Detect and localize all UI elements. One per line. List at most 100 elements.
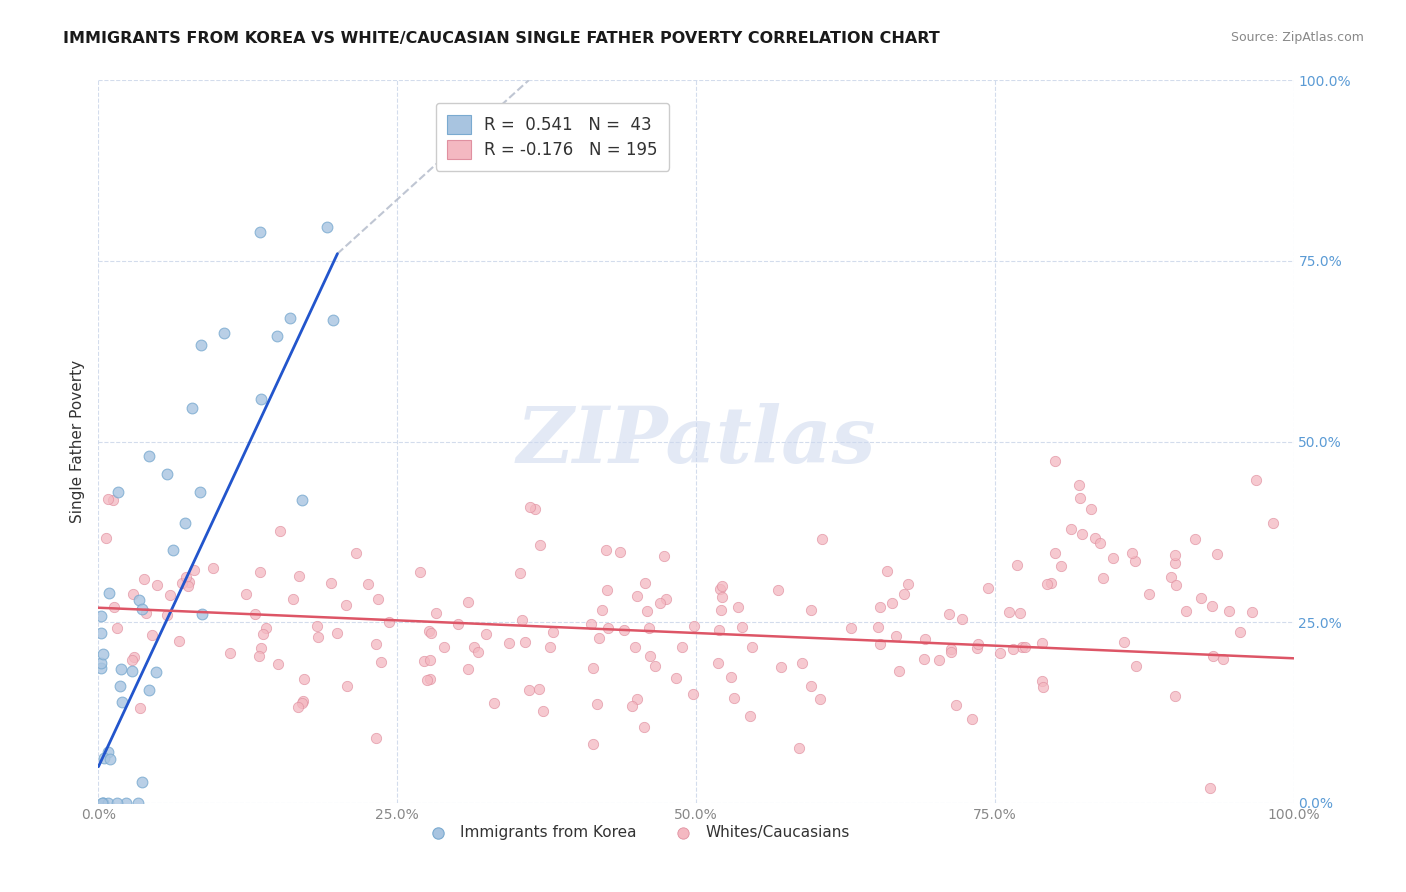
Point bbox=[121, 664, 143, 678]
Point bbox=[1123, 554, 1146, 568]
Point bbox=[1212, 651, 1234, 665]
Point bbox=[510, 613, 533, 627]
Point bbox=[1189, 591, 1212, 606]
Point bbox=[101, 493, 124, 508]
Point bbox=[146, 578, 169, 592]
Point bbox=[367, 592, 389, 607]
Point bbox=[91, 796, 114, 810]
Point bbox=[869, 599, 891, 614]
Point bbox=[138, 682, 160, 697]
Point bbox=[671, 640, 693, 654]
Point bbox=[245, 607, 267, 621]
Point bbox=[613, 624, 636, 638]
Point bbox=[1084, 531, 1107, 545]
Point bbox=[945, 698, 967, 713]
Point bbox=[103, 600, 125, 615]
Point bbox=[868, 620, 890, 634]
Point bbox=[720, 670, 742, 684]
Point bbox=[135, 606, 157, 620]
Point bbox=[880, 596, 903, 610]
Point bbox=[121, 587, 143, 601]
Text: IMMIGRANTS FROM KOREA VS WHITE/CAUCASIAN SINGLE FATHER POVERTY CORRELATION CHART: IMMIGRANTS FROM KOREA VS WHITE/CAUCASIAN… bbox=[63, 31, 941, 46]
Point bbox=[1060, 522, 1083, 536]
Point bbox=[97, 586, 120, 600]
Point bbox=[1163, 689, 1185, 703]
Point bbox=[1045, 454, 1067, 468]
Point bbox=[519, 500, 541, 515]
Point bbox=[633, 720, 655, 734]
Point bbox=[727, 599, 749, 614]
Point bbox=[138, 449, 160, 463]
Point bbox=[266, 328, 288, 343]
Point bbox=[319, 575, 342, 590]
Point bbox=[127, 796, 149, 810]
Point bbox=[162, 543, 184, 558]
Point bbox=[960, 712, 983, 726]
Point bbox=[179, 575, 201, 590]
Point bbox=[1112, 634, 1135, 648]
Point bbox=[1045, 546, 1067, 560]
Point bbox=[419, 653, 441, 667]
Point bbox=[90, 661, 112, 675]
Point bbox=[1166, 578, 1188, 592]
Point bbox=[249, 566, 271, 580]
Point bbox=[1031, 673, 1053, 688]
Point bbox=[105, 621, 128, 635]
Point bbox=[941, 642, 963, 657]
Point bbox=[541, 624, 564, 639]
Point bbox=[912, 652, 935, 666]
Point bbox=[419, 673, 441, 687]
Point bbox=[595, 543, 617, 558]
Point bbox=[181, 401, 204, 415]
Point bbox=[740, 640, 762, 655]
Point bbox=[1229, 624, 1251, 639]
Point bbox=[212, 326, 235, 341]
Point bbox=[128, 592, 150, 607]
Point bbox=[650, 596, 672, 610]
Point bbox=[1014, 640, 1036, 655]
Point bbox=[811, 532, 834, 546]
Point bbox=[97, 492, 120, 507]
Point bbox=[808, 691, 831, 706]
Point bbox=[770, 660, 793, 674]
Point bbox=[1121, 546, 1143, 560]
Point bbox=[90, 625, 112, 640]
Point bbox=[1092, 571, 1115, 585]
Point bbox=[579, 617, 602, 632]
Point bbox=[839, 622, 862, 636]
Point bbox=[634, 575, 657, 590]
Point bbox=[305, 619, 328, 633]
Point bbox=[988, 646, 1011, 660]
Point bbox=[254, 621, 277, 635]
Point bbox=[582, 737, 605, 751]
Point bbox=[413, 654, 436, 668]
Point bbox=[654, 549, 676, 564]
Point bbox=[121, 653, 143, 667]
Point bbox=[335, 598, 357, 612]
Point bbox=[1261, 516, 1284, 531]
Point bbox=[174, 570, 197, 584]
Point bbox=[278, 310, 301, 325]
Point bbox=[326, 626, 349, 640]
Point bbox=[432, 640, 454, 654]
Point bbox=[638, 649, 661, 664]
Point bbox=[596, 582, 619, 597]
Point bbox=[425, 606, 447, 620]
Point bbox=[706, 657, 728, 671]
Point bbox=[998, 605, 1021, 619]
Point bbox=[1050, 558, 1073, 573]
Point bbox=[94, 531, 117, 545]
Point bbox=[977, 581, 1000, 595]
Point bbox=[1035, 577, 1057, 591]
Point bbox=[897, 576, 920, 591]
Point bbox=[789, 741, 811, 756]
Point bbox=[768, 582, 790, 597]
Point bbox=[169, 634, 191, 648]
Point bbox=[531, 704, 554, 718]
Point bbox=[378, 615, 401, 629]
Point bbox=[1174, 604, 1197, 618]
Point bbox=[252, 626, 274, 640]
Point bbox=[1137, 587, 1160, 601]
Point bbox=[624, 640, 647, 654]
Point bbox=[710, 590, 733, 604]
